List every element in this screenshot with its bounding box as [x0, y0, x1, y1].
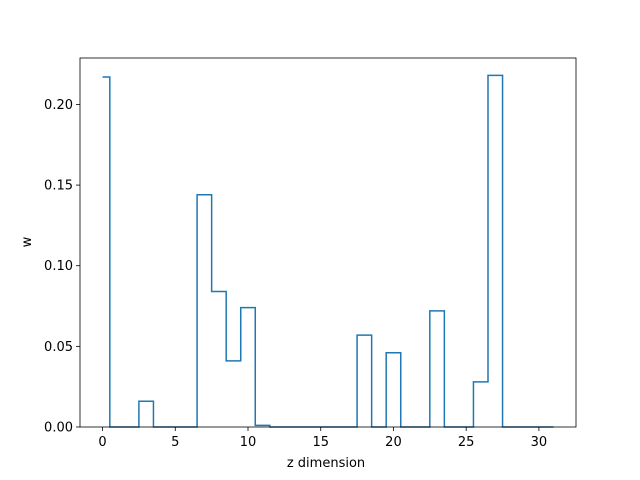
y-tick-label: 0.10 — [44, 259, 73, 274]
y-axis-label: w — [20, 236, 35, 247]
x-tick-label: 0 — [98, 435, 106, 450]
x-tick-label: 10 — [240, 435, 257, 450]
axes-frame — [79, 57, 577, 428]
y-tick-label: 0.20 — [44, 98, 73, 113]
x-tick-label: 5 — [171, 435, 179, 450]
x-axis: 0 5 10 15 20 25 30 — [98, 427, 547, 450]
x-tick-label: 20 — [385, 435, 402, 450]
y-axis: 0.00 0.05 0.10 0.15 0.20 — [44, 98, 80, 436]
x-tick-label: 30 — [531, 435, 548, 450]
x-axis-label: z dimension — [287, 456, 365, 471]
plot-area — [79, 57, 577, 428]
y-tick-label: 0.05 — [44, 340, 73, 355]
y-tick-label: 0.00 — [44, 421, 73, 436]
x-tick-label: 25 — [458, 435, 475, 450]
x-tick-label: 15 — [312, 435, 329, 450]
series-line-0 — [102, 74, 554, 428]
y-tick-label: 0.15 — [44, 179, 73, 194]
